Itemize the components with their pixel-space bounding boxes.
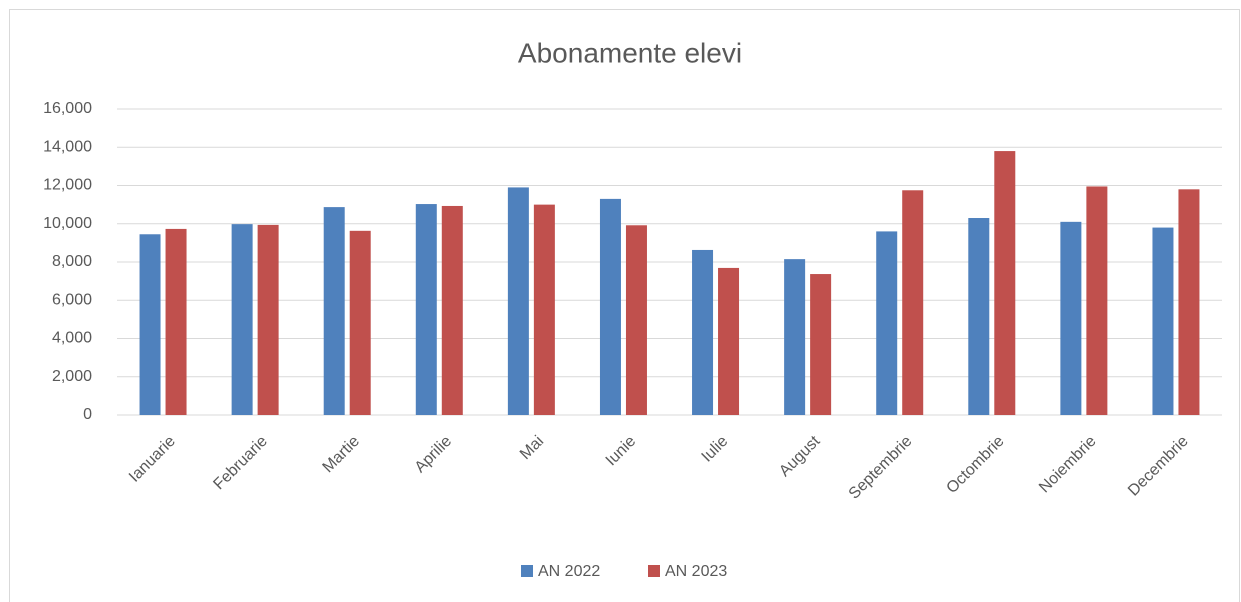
y-tick-label: 12,000 — [43, 177, 92, 194]
legend-label: AN 2022 — [538, 563, 600, 580]
legend-swatch — [648, 565, 660, 577]
bar — [692, 249, 714, 415]
bar — [415, 204, 437, 415]
bar — [139, 234, 161, 415]
bar — [231, 224, 253, 415]
bar — [810, 274, 832, 415]
y-tick-label: 16,000 — [43, 100, 92, 117]
bar — [1060, 221, 1082, 415]
bar — [902, 190, 924, 415]
bar — [349, 230, 371, 415]
bar — [994, 151, 1016, 415]
y-tick-label: 14,000 — [43, 138, 92, 155]
bar — [533, 204, 555, 415]
bar — [876, 231, 898, 415]
y-tick-label: 0 — [83, 406, 92, 423]
bar — [625, 225, 647, 415]
legend-swatch — [521, 565, 533, 577]
y-tick-label: 2,000 — [52, 368, 92, 385]
y-tick-label: 10,000 — [43, 215, 92, 232]
bar — [257, 224, 279, 415]
bar — [441, 205, 463, 415]
chart-border — [9, 9, 1240, 602]
bar — [718, 267, 740, 415]
bar — [784, 259, 806, 415]
bar — [323, 207, 345, 415]
bar — [1178, 189, 1200, 415]
bar — [1086, 186, 1108, 415]
y-tick-label: 8,000 — [52, 253, 92, 270]
bar — [165, 228, 187, 415]
bar — [1152, 227, 1174, 415]
chart-title: Abonamente elevi — [518, 37, 742, 68]
y-tick-label: 4,000 — [52, 330, 92, 347]
bar — [968, 218, 990, 415]
bar — [507, 187, 529, 415]
bar — [599, 198, 621, 415]
legend-label: AN 2023 — [665, 563, 727, 580]
y-tick-label: 6,000 — [52, 291, 92, 308]
